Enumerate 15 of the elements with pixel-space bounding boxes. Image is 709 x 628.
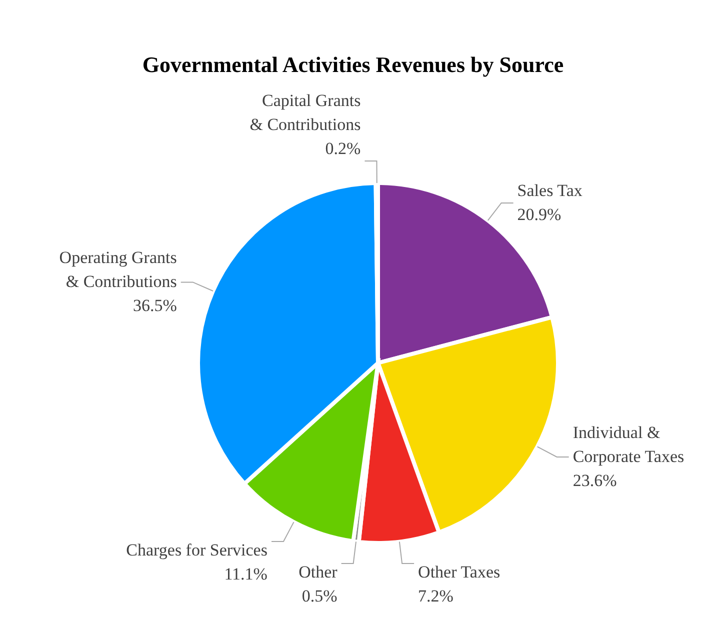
data-label: 7.2% <box>418 586 454 606</box>
data-label: 36.5% <box>132 296 177 316</box>
slice-label: Other Taxes <box>418 562 500 582</box>
data-label: 0.5% <box>302 586 338 606</box>
slice-label: Other <box>298 562 338 582</box>
slice-label: Operating Grants & Contributions <box>59 248 177 292</box>
slice-label: Individual & Corporate Taxes <box>572 422 684 466</box>
data-label: 23.6% <box>572 470 617 490</box>
data-label: 11.1% <box>224 564 268 584</box>
chart-title: Governmental Activities Revenues by Source <box>141 52 565 78</box>
slice-label: Capital Grants & Contributions <box>250 91 361 134</box>
data-label: 0.2% <box>325 139 361 158</box>
data-label: 20.9% <box>517 205 562 224</box>
slice-label: Charges for Services <box>126 540 268 560</box>
slice-label: Sales Tax <box>517 181 583 200</box>
